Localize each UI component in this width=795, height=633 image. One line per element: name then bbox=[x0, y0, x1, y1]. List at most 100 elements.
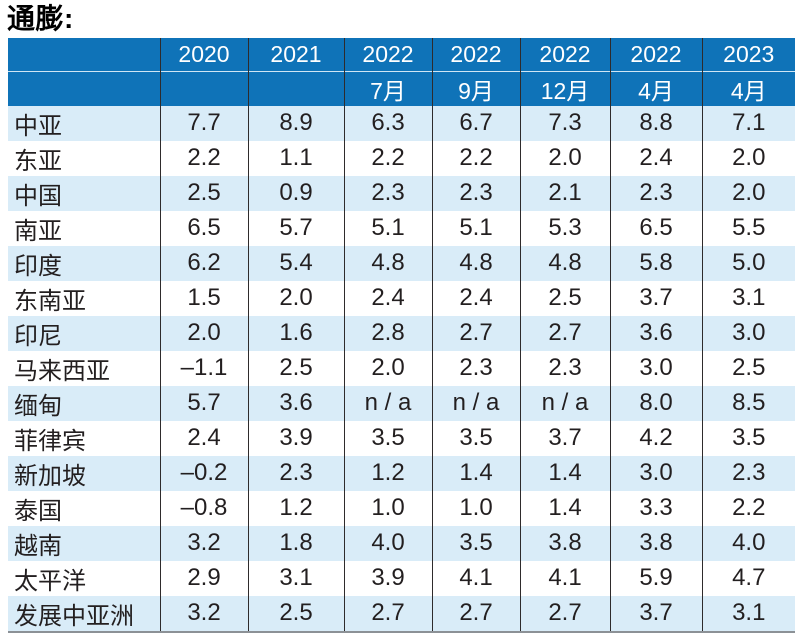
value-cell: 2.7 bbox=[343, 595, 432, 632]
table-body: 中亚 7.7 8.9 6.3 6.7 7.3 8.8 7.1 东亚 2.2 1.1 2.2 2.2 2.0… bbox=[8, 105, 795, 632]
month-header-cell: 4月 bbox=[609, 70, 702, 106]
value-cell: 2.7 bbox=[519, 595, 610, 632]
value-cell: 5.1 bbox=[431, 210, 520, 246]
value-cell: 2.0 bbox=[701, 140, 795, 176]
value-cell: 3.1 bbox=[701, 595, 795, 632]
year-header-cell: 2023 bbox=[701, 38, 795, 71]
value-cell: 2.0 bbox=[519, 140, 610, 176]
value-cell: 1.5 bbox=[159, 280, 248, 316]
value-cell: 3.5 bbox=[343, 420, 432, 456]
year-header-cell: 2021 bbox=[247, 38, 344, 71]
value-cell: 3.3 bbox=[609, 490, 702, 526]
table-row: 太平洋 2.9 3.1 3.9 4.1 4.1 5.9 4.7 bbox=[8, 560, 795, 596]
value-cell: 8.8 bbox=[609, 105, 702, 141]
value-cell: 3.0 bbox=[609, 350, 702, 386]
value-cell: 6.7 bbox=[431, 105, 520, 141]
region-label: 越南 bbox=[14, 532, 62, 560]
value-cell: 4.0 bbox=[701, 525, 795, 561]
value-cell: 5.7 bbox=[247, 210, 344, 246]
table-row: 南亚 6.5 5.7 5.1 5.1 5.3 6.5 5.5 bbox=[8, 210, 795, 246]
corner-header-cell bbox=[8, 38, 160, 71]
value-cell: 2.0 bbox=[701, 175, 795, 211]
value-cell: 2.2 bbox=[159, 140, 248, 176]
value-cell: 2.2 bbox=[431, 140, 520, 176]
value-cell: 3.8 bbox=[609, 525, 702, 561]
value-cell: 2.5 bbox=[247, 595, 344, 632]
value-cell: 2.4 bbox=[609, 140, 702, 176]
value-cell: 7.3 bbox=[519, 105, 610, 141]
value-cell: 2.3 bbox=[701, 455, 795, 491]
value-cell: 1.4 bbox=[431, 455, 520, 491]
region-label: 发展中亚洲 bbox=[14, 602, 134, 630]
value-cell: n / a bbox=[519, 385, 610, 421]
value-cell: 3.1 bbox=[247, 560, 344, 596]
region-label: 太平洋 bbox=[14, 567, 86, 595]
region-label: 马来西亚 bbox=[14, 357, 110, 385]
value-cell: 2.9 bbox=[159, 560, 248, 596]
region-label: 印度 bbox=[14, 252, 62, 280]
value-cell: 5.1 bbox=[343, 210, 432, 246]
value-cell: 3.7 bbox=[519, 420, 610, 456]
value-cell: 3.8 bbox=[519, 525, 610, 561]
table-row: 马来西亚 –1.1 2.5 2.0 2.3 2.3 3.0 2.5 bbox=[8, 350, 795, 386]
value-cell: 4.1 bbox=[431, 560, 520, 596]
table-row: 印尼 2.0 1.6 2.8 2.7 2.7 3.6 3.0 bbox=[8, 315, 795, 351]
value-cell: 7.1 bbox=[701, 105, 795, 141]
table-row: 中国 2.5 0.9 2.3 2.3 2.1 2.3 2.0 bbox=[8, 175, 795, 211]
value-cell: –1.1 bbox=[159, 350, 248, 386]
table-header: 2020 2021 2022 2022 2022 2022 2023 7月 9月… bbox=[8, 38, 795, 106]
table-row: 新加坡 –0.2 2.3 1.2 1.4 1.4 3.0 2.3 bbox=[8, 455, 795, 491]
month-header-cell bbox=[8, 70, 160, 106]
year-header-cell: 2022 bbox=[519, 38, 610, 71]
value-cell: 8.0 bbox=[609, 385, 702, 421]
value-cell: 3.0 bbox=[701, 315, 795, 351]
value-cell: 2.4 bbox=[343, 280, 432, 316]
month-header-row: 7月 9月 12月 4月 4月 bbox=[8, 70, 795, 106]
value-cell: n / a bbox=[431, 385, 520, 421]
value-cell: 0.9 bbox=[247, 175, 344, 211]
region-label: 中国 bbox=[14, 182, 62, 210]
value-cell: 5.9 bbox=[609, 560, 702, 596]
value-cell: 3.2 bbox=[159, 525, 248, 561]
region-label: 缅甸 bbox=[14, 392, 62, 420]
value-cell: 2.3 bbox=[609, 175, 702, 211]
table-row: 印度 6.2 5.4 4.8 4.8 4.8 5.8 5.0 bbox=[8, 245, 795, 281]
value-cell: 3.9 bbox=[343, 560, 432, 596]
value-cell: 2.2 bbox=[701, 490, 795, 526]
value-cell: 2.3 bbox=[343, 175, 432, 211]
value-cell: 3.2 bbox=[159, 595, 248, 632]
month-header-cell: 9月 bbox=[431, 70, 520, 106]
inflation-table: 2020 2021 2022 2022 2022 2022 2023 7月 9月… bbox=[8, 38, 795, 633]
region-label: 南亚 bbox=[14, 217, 62, 245]
value-cell: 3.7 bbox=[609, 280, 702, 316]
region-label: 中亚 bbox=[14, 112, 62, 140]
value-cell: 2.5 bbox=[519, 280, 610, 316]
value-cell: 4.7 bbox=[701, 560, 795, 596]
table-row: 中亚 7.7 8.9 6.3 6.7 7.3 8.8 7.1 bbox=[8, 105, 795, 141]
value-cell: 1.4 bbox=[519, 490, 610, 526]
value-cell: 4.1 bbox=[519, 560, 610, 596]
month-header-cell bbox=[159, 70, 248, 106]
value-cell: 1.4 bbox=[519, 455, 610, 491]
value-cell: 6.3 bbox=[343, 105, 432, 141]
value-cell: 4.0 bbox=[343, 525, 432, 561]
value-cell: 4.8 bbox=[343, 245, 432, 281]
value-cell: 2.3 bbox=[519, 350, 610, 386]
value-cell: 2.5 bbox=[159, 175, 248, 211]
value-cell: 2.3 bbox=[431, 350, 520, 386]
value-cell: 5.4 bbox=[247, 245, 344, 281]
value-cell: 2.7 bbox=[519, 315, 610, 351]
value-cell: 6.2 bbox=[159, 245, 248, 281]
region-label: 新加坡 bbox=[14, 462, 86, 490]
value-cell: 3.5 bbox=[701, 420, 795, 456]
value-cell: 8.5 bbox=[701, 385, 795, 421]
value-cell: 3.6 bbox=[609, 315, 702, 351]
value-cell: 4.8 bbox=[519, 245, 610, 281]
table-row: 东亚 2.2 1.1 2.2 2.2 2.0 2.4 2.0 bbox=[8, 140, 795, 176]
value-cell: 2.3 bbox=[247, 455, 344, 491]
value-cell: 4.8 bbox=[431, 245, 520, 281]
table-row: 泰国 –0.8 1.2 1.0 1.0 1.4 3.3 2.2 bbox=[8, 490, 795, 526]
month-header-cell: 12月 bbox=[519, 70, 610, 106]
value-cell: 1.0 bbox=[343, 490, 432, 526]
